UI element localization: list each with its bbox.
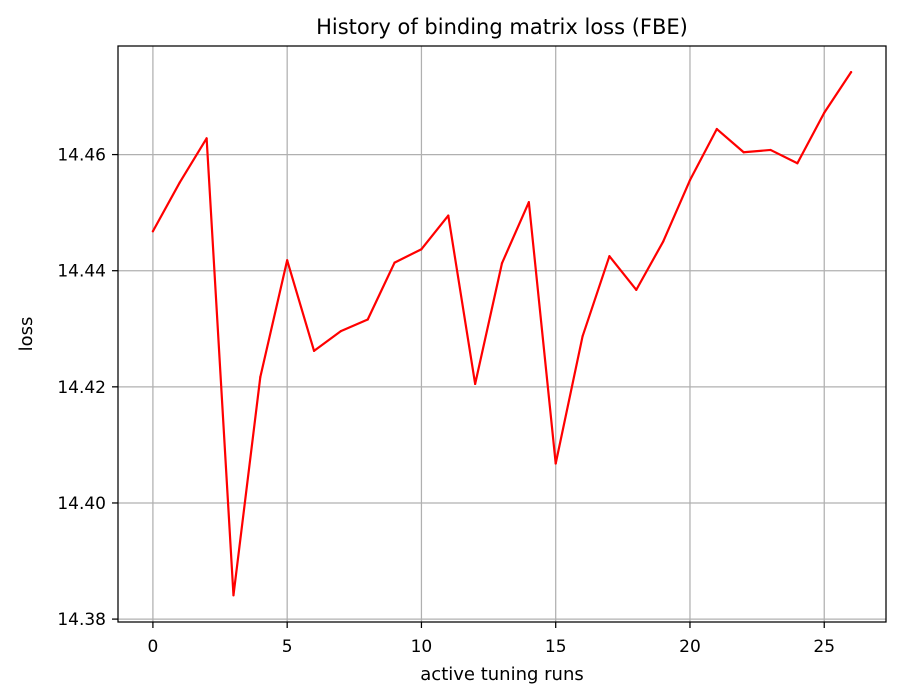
data-point — [259, 375, 262, 379]
data-point — [474, 382, 477, 386]
x-tick-label: 25 — [813, 637, 835, 657]
data-point — [527, 201, 530, 204]
x-tick-label: 10 — [411, 637, 433, 657]
data-point — [742, 151, 745, 154]
data-point — [205, 137, 208, 140]
chart-title: History of binding matrix loss (FBE) — [316, 15, 688, 39]
y-tick-label: 14.42 — [57, 378, 106, 398]
y-tick-label: 14.44 — [57, 262, 106, 282]
data-point — [393, 261, 396, 264]
axis-ticks: 0 5 10 15 20 25 14.38 14.40 14.42 14.44 14.46 — [57, 146, 835, 657]
x-axis-label: active tuning runs — [420, 664, 583, 685]
y-tick-label: 14.38 — [57, 610, 106, 630]
data-point — [312, 349, 316, 352]
y-tick-label: 14.40 — [57, 494, 106, 514]
series-lines — [151, 71, 853, 597]
data-point — [178, 181, 181, 184]
x-tick-label: 15 — [545, 637, 567, 657]
data-point — [500, 262, 504, 265]
data-point — [662, 240, 665, 243]
data-point — [232, 594, 235, 597]
data-point — [769, 148, 772, 152]
data-point — [796, 162, 799, 165]
plot-area-frame — [117, 45, 887, 623]
x-tick-label: 5 — [282, 637, 293, 657]
data-point — [339, 330, 342, 333]
data-point — [366, 318, 369, 321]
data-point — [151, 230, 155, 233]
data-point — [554, 462, 557, 465]
data-point — [849, 71, 853, 74]
x-tick-label: 20 — [679, 637, 701, 657]
grid-lines — [118, 46, 886, 622]
y-tick-label: 14.46 — [57, 146, 106, 166]
data-point — [420, 248, 423, 251]
data-point — [688, 179, 692, 182]
data-point — [635, 288, 638, 291]
data-point — [286, 259, 289, 262]
data-point — [823, 111, 826, 114]
data-point — [608, 255, 611, 258]
data-point — [581, 335, 584, 338]
x-tick-label: 0 — [147, 637, 158, 657]
data-point — [715, 127, 718, 131]
data-point — [447, 214, 450, 217]
y-axis-label: loss — [16, 317, 37, 352]
